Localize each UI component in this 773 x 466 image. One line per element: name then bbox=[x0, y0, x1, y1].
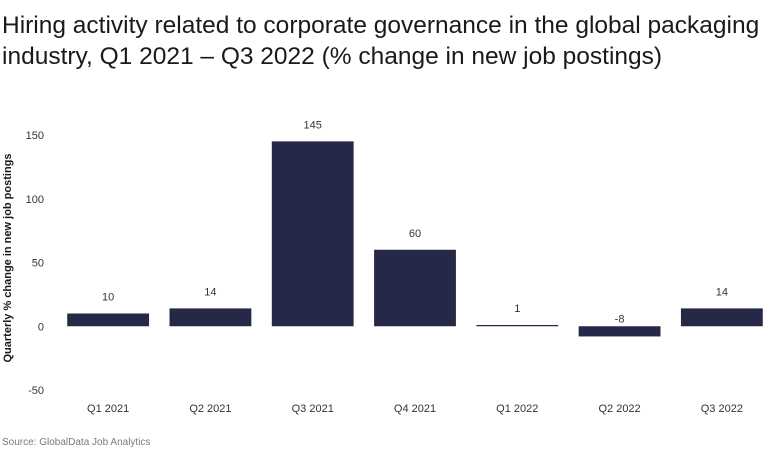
bars bbox=[67, 141, 763, 337]
bar-q3-2022 bbox=[680, 308, 763, 327]
y-tick-label: 0 bbox=[38, 321, 44, 333]
bar-q3-2021 bbox=[271, 141, 354, 327]
data-label: 14 bbox=[716, 286, 728, 298]
x-tick-label: Q3 2022 bbox=[701, 403, 743, 415]
data-label: 14 bbox=[204, 286, 216, 298]
bar-q1-2022 bbox=[476, 324, 559, 327]
y-tick-label: 150 bbox=[26, 130, 44, 142]
x-tick-label: Q2 2021 bbox=[189, 403, 231, 415]
data-label: 60 bbox=[409, 228, 421, 240]
bar-q4-2021 bbox=[374, 249, 456, 327]
chart-title: Hiring activity related to corporate gov… bbox=[2, 12, 760, 70]
x-tick-label: Q3 2021 bbox=[292, 403, 334, 415]
y-tick-label: -50 bbox=[28, 385, 44, 397]
y-axis-label-group: Quarterly % change in new job postings bbox=[2, 153, 14, 362]
y-tick-label: 100 bbox=[26, 194, 44, 206]
data-labels: 10 14 145 60 1 -8 14 bbox=[102, 119, 728, 325]
x-axis-ticks: Q1 2021 Q2 2021 Q3 2021 Q4 2021 Q1 2022 Q2 20… bbox=[87, 403, 743, 415]
bar-q1-2021 bbox=[67, 313, 150, 327]
bar-q2-2021 bbox=[169, 308, 252, 327]
data-label: 1 bbox=[514, 303, 520, 315]
x-tick-label: Q2 2022 bbox=[598, 403, 640, 415]
source-note: Source: GlobalData Job Analytics bbox=[2, 437, 151, 448]
y-axis-label: Quarterly % change in new job postings bbox=[2, 153, 14, 362]
y-axis-ticks: -50 0 50 100 150 bbox=[26, 130, 44, 397]
data-label: 145 bbox=[304, 119, 322, 131]
data-label: -8 bbox=[615, 313, 625, 325]
x-tick-label: Q1 2021 bbox=[87, 403, 129, 415]
bar-q2-2022 bbox=[578, 326, 661, 337]
x-tick-label: Q4 2021 bbox=[394, 403, 436, 415]
y-tick-label: 50 bbox=[32, 258, 44, 270]
x-tick-label: Q1 2022 bbox=[496, 403, 538, 415]
data-label: 10 bbox=[102, 292, 114, 304]
